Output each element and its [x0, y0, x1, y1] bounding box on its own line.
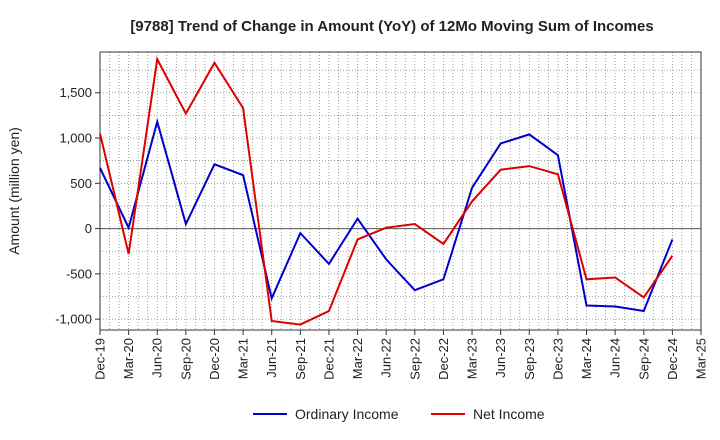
x-tick-label: Sep-21	[293, 338, 308, 380]
x-tick-label: Dec-24	[665, 338, 680, 380]
x-tick-label: Sep-23	[522, 338, 537, 380]
legend: Ordinary Income Net Income	[253, 406, 545, 422]
y-tick-label: -1,000	[55, 312, 92, 327]
x-tick-label: Dec-20	[207, 338, 222, 380]
x-tick-label: Jun-20	[150, 338, 165, 378]
series-line-ordinary-income	[99, 117, 674, 313]
y-tick-label: 500	[70, 176, 92, 191]
x-tick-label: Mar-24	[579, 338, 594, 379]
y-tick-label: 1,000	[59, 131, 92, 146]
chart-title: [9788] Trend of Change in Amount (YoY) o…	[130, 18, 653, 35]
x-tick-label: Sep-24	[636, 338, 651, 380]
series-layer	[99, 56, 674, 326]
x-axis-ticks: Dec-19 Mar-20 Jun-20 Sep-20 Dec-20 Mar-21 Jun-…	[93, 330, 709, 380]
x-tick-label: Dec-23	[550, 338, 565, 380]
x-tick-label: Mar-22	[350, 338, 365, 379]
x-tick-label: Dec-22	[436, 338, 451, 380]
x-tick-label: Jun-23	[493, 338, 508, 378]
x-tick-label: Jun-24	[608, 338, 623, 378]
x-tick-label: Sep-22	[407, 338, 422, 380]
x-tick-label: Sep-20	[178, 338, 193, 380]
series-line-net-income	[99, 56, 674, 326]
y-axis-ticks: -1,000 -500 0 500 1,000 1,500	[55, 85, 100, 327]
y-axis-label: Amount (million yen)	[6, 127, 22, 255]
x-tick-label: Dec-19	[93, 338, 108, 380]
y-tick-label: 0	[85, 221, 92, 236]
x-tick-label: Jun-21	[264, 338, 279, 378]
y-tick-label: 1,500	[59, 85, 92, 100]
plot-area	[100, 52, 701, 330]
x-tick-label: Mar-20	[121, 338, 136, 379]
x-tick-label: Mar-23	[465, 338, 480, 379]
plot-frame	[99, 51, 702, 331]
x-tick-label: Mar-21	[236, 338, 251, 379]
legend-label-net-income: Net Income	[473, 406, 545, 422]
y-tick-label: -500	[66, 266, 92, 281]
x-tick-label: Jun-22	[379, 338, 394, 378]
legend-label-ordinary-income: Ordinary Income	[295, 406, 399, 422]
grid	[100, 52, 701, 330]
x-tick-label: Dec-21	[321, 338, 336, 380]
x-tick-label: Mar-25	[694, 338, 709, 379]
